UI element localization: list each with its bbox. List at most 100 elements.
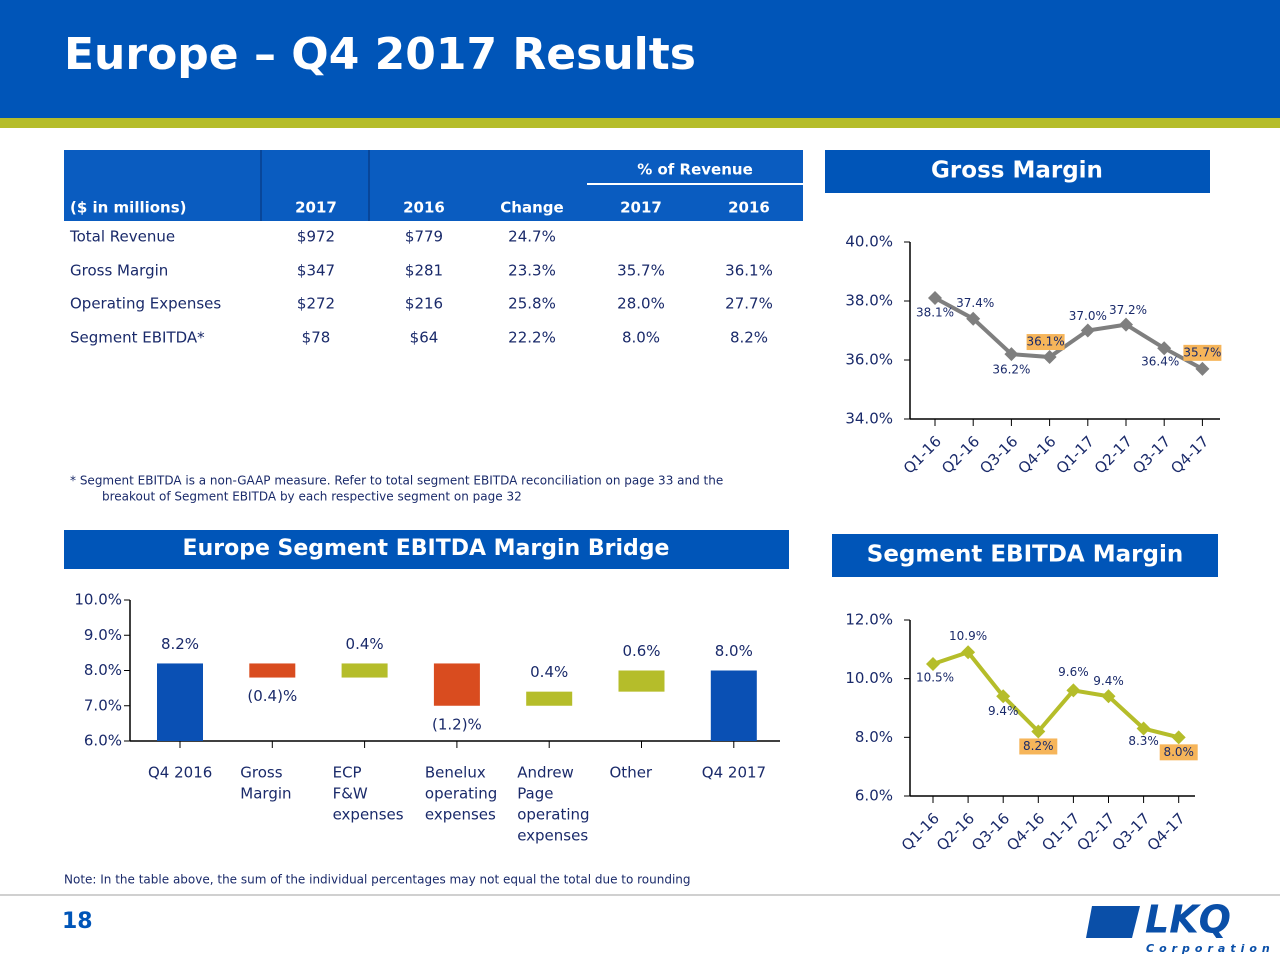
- column-header: 2017: [295, 199, 337, 217]
- x-tick-label: Q4-17: [1167, 432, 1212, 477]
- x-tick-label: Andrew: [517, 764, 574, 782]
- y-tick-label: 8.0%: [84, 661, 122, 679]
- chart-title-box: [832, 534, 1218, 577]
- value-label: (1.2)%: [432, 715, 482, 733]
- bar: [249, 663, 296, 678]
- x-tick-label: Q4 2016: [148, 764, 212, 782]
- value-label: 9.4%: [1093, 674, 1124, 688]
- bar: [710, 670, 757, 741]
- value-label: 8.3%: [1128, 734, 1159, 748]
- note: Note: In the table above, the sum of the…: [64, 873, 691, 887]
- table-cell: 27.7%: [725, 295, 773, 313]
- table-cell: $281: [405, 262, 443, 280]
- value-label: 10.9%: [949, 629, 987, 643]
- value-label: 37.4%: [956, 296, 994, 310]
- marker: [1066, 683, 1081, 698]
- table-cell: 23.3%: [508, 262, 556, 280]
- x-tick-label: Q3-17: [1108, 809, 1153, 854]
- marker: [1171, 730, 1186, 745]
- y-tick-label: 12.0%: [845, 611, 893, 629]
- value-label: 8.2%: [1023, 739, 1054, 753]
- table-cell: 25.8%: [508, 295, 556, 313]
- table-cell: 28.0%: [617, 295, 665, 313]
- chart-title: Segment EBITDA Margin: [867, 542, 1183, 568]
- marker: [928, 291, 942, 306]
- marker: [961, 645, 976, 660]
- value-label: 37.2%: [1109, 303, 1147, 317]
- logo-icon: [1086, 906, 1140, 938]
- marker: [1080, 323, 1095, 338]
- table-cell: $347: [297, 262, 335, 280]
- x-tick-label: Q4 2017: [702, 764, 766, 782]
- value-label: 37.0%: [1069, 309, 1107, 323]
- table-header: [64, 150, 803, 221]
- x-tick-label: Q2-17: [1073, 809, 1118, 854]
- label-highlight: [1026, 334, 1065, 351]
- chart-title: Europe Segment EBITDA Margin Bridge: [183, 536, 670, 561]
- bar: [341, 663, 388, 678]
- marker: [926, 657, 940, 671]
- table-cell: Total Revenue: [69, 228, 175, 246]
- value-label: 10.5%: [916, 671, 954, 685]
- marker: [1004, 347, 1019, 362]
- value-label: 9.6%: [1058, 665, 1089, 679]
- value-label: 8.0%: [715, 642, 753, 660]
- x-tick-label: expenses: [517, 827, 588, 845]
- table-cell: $216: [405, 295, 443, 313]
- y-tick-label: 6.0%: [84, 732, 122, 750]
- value-label: 35.7%: [1183, 345, 1221, 359]
- value-label: 0.4%: [346, 635, 384, 653]
- column-header: Change: [500, 199, 563, 217]
- x-tick-label: expenses: [333, 806, 404, 824]
- footnote: breakout of Segment EBITDA by each respe…: [102, 490, 522, 504]
- header-stripe: [0, 118, 1280, 128]
- label-highlight: [1159, 744, 1198, 761]
- y-tick-label: 6.0%: [855, 787, 893, 805]
- column-header: ($ in millions): [70, 199, 187, 217]
- table-cell: Operating Expenses: [70, 295, 221, 313]
- x-tick-label: Q3-17: [1129, 432, 1174, 477]
- value-label: 36.4%: [1141, 355, 1179, 369]
- y-tick-label: 8.0%: [855, 728, 893, 746]
- marker: [1119, 317, 1133, 332]
- group-header: % of Revenue: [637, 161, 753, 179]
- table-cell: $78: [302, 329, 331, 347]
- line: [934, 296, 1204, 371]
- table-cell: $779: [405, 228, 443, 246]
- x-tick-label: Q2-16: [938, 432, 983, 477]
- x-tick-label: Q4-17: [1144, 809, 1189, 854]
- x-tick-label: Q1-17: [1038, 809, 1083, 854]
- label-highlight: [1019, 738, 1058, 755]
- marker: [1195, 361, 1210, 376]
- x-tick-label: ECP: [333, 764, 362, 782]
- y-tick-label: 9.0%: [84, 626, 122, 644]
- chart-title: Gross Margin: [931, 158, 1103, 184]
- label-highlight: [1183, 344, 1222, 361]
- table-cell: 35.7%: [617, 262, 665, 280]
- x-tick-label: Q2-17: [1091, 432, 1136, 477]
- value-label: (0.4)%: [247, 687, 297, 705]
- x-tick-label: Q1-16: [900, 432, 945, 477]
- table-cell: Gross Margin: [70, 262, 168, 280]
- bar: [433, 663, 480, 706]
- footnote: * Segment EBITDA is a non-GAAP measure. …: [70, 474, 723, 488]
- x-tick-label: Q1-17: [1053, 432, 1098, 477]
- logo-subtitle: Corporation: [1146, 942, 1275, 955]
- y-tick-label: 34.0%: [845, 410, 893, 428]
- x-tick-label: Margin: [240, 785, 291, 803]
- line: [932, 649, 1180, 740]
- x-tick-label: Q2-16: [933, 809, 978, 854]
- table-cell: 22.2%: [508, 329, 556, 347]
- bar: [618, 670, 665, 692]
- marker: [966, 311, 981, 326]
- x-tick-label: operating: [425, 785, 497, 803]
- logo-text: LKQ: [1145, 898, 1231, 942]
- table-cell: 8.0%: [622, 329, 660, 347]
- header-band: [0, 0, 1280, 118]
- slide-title: Europe – Q4 2017 Results: [64, 29, 696, 80]
- y-tick-label: 7.0%: [84, 696, 122, 714]
- x-tick-label: Q3-16: [976, 432, 1021, 477]
- table-cell: Segment EBITDA*: [70, 329, 205, 347]
- value-label: 8.0%: [1163, 745, 1194, 759]
- bar: [526, 691, 573, 706]
